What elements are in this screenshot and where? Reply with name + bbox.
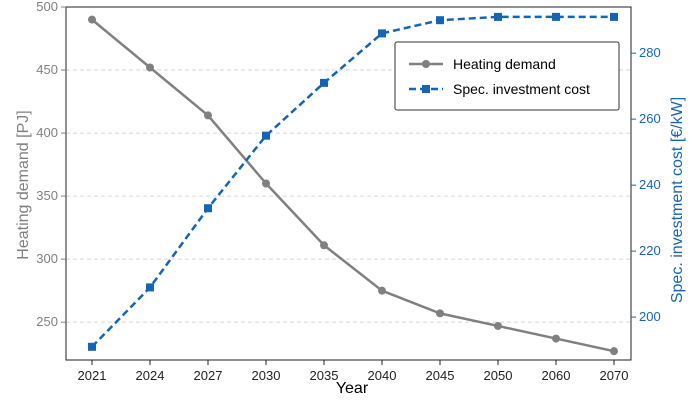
right-y-tick-label: 220 <box>639 243 661 258</box>
series-line-heating-demand <box>91 18 615 353</box>
left-y-tick-label: 400 <box>36 125 58 140</box>
data-point-circle <box>88 15 96 24</box>
data-point-circle <box>320 241 328 250</box>
data-point-square <box>436 16 444 25</box>
legend: Heating demand Spec. investment cost <box>394 41 620 111</box>
left-y-axis-title: Heating demand [PJ] <box>15 110 32 259</box>
left-y-tick-label: 450 <box>36 62 58 77</box>
data-point-square <box>378 29 386 38</box>
left-y-tick-label: 500 <box>36 0 58 14</box>
x-tick-label: 2021 <box>78 368 107 383</box>
x-tick-label: 2070 <box>600 368 629 383</box>
x-tick-label: 2024 <box>136 368 165 383</box>
legend-marker-circle <box>422 60 430 68</box>
data-point-circle <box>494 321 502 330</box>
x-tick-label: 2035 <box>310 368 339 383</box>
right-y-tick-label: 200 <box>639 309 661 324</box>
series-line-investment-cost <box>91 15 614 348</box>
legend-marker-square <box>422 85 430 93</box>
axes: 2021 2024 2027 2030 2035 2040 2045 2050 2060 2070… <box>36 0 660 383</box>
data-point-square <box>552 12 560 21</box>
data-point-circle <box>204 111 212 120</box>
data-point-circle <box>146 63 154 72</box>
right-y-tick-label: 280 <box>639 45 661 60</box>
x-tick-label: 2027 <box>194 368 223 383</box>
left-y-tick-label: 250 <box>36 314 58 329</box>
data-point-circle <box>378 286 386 295</box>
data-point-square <box>88 342 96 351</box>
x-tick-label: 2030 <box>252 368 281 383</box>
x-tick-label: 2050 <box>484 368 513 383</box>
right-y-axis-title: Spec. investment cost [€/kW] <box>669 97 686 303</box>
legend-label: Heating demand <box>453 56 556 72</box>
series-layer <box>88 12 618 356</box>
plot-frame <box>65 6 632 361</box>
x-axis-title: Year <box>336 380 369 397</box>
data-point-square <box>610 12 618 21</box>
legend-box <box>394 41 620 111</box>
data-point-square <box>320 78 328 87</box>
right-y-tick-label: 240 <box>639 177 661 192</box>
data-point-square <box>146 283 154 292</box>
left-y-tick-label: 350 <box>36 188 58 203</box>
data-point-circle <box>552 334 560 343</box>
right-y-tick-label: 260 <box>639 111 661 126</box>
data-point-circle <box>610 347 618 356</box>
x-tick-label: 2045 <box>426 368 455 383</box>
data-point-square <box>262 131 270 140</box>
data-point-square <box>494 12 502 21</box>
left-y-tick-label: 300 <box>36 251 58 266</box>
x-tick-label: 2060 <box>542 368 571 383</box>
legend-label: Spec. investment cost <box>453 81 590 97</box>
data-point-square <box>204 204 212 213</box>
data-point-circle <box>436 309 444 318</box>
data-point-circle <box>262 179 270 188</box>
x-tick-label: 2040 <box>368 368 397 383</box>
